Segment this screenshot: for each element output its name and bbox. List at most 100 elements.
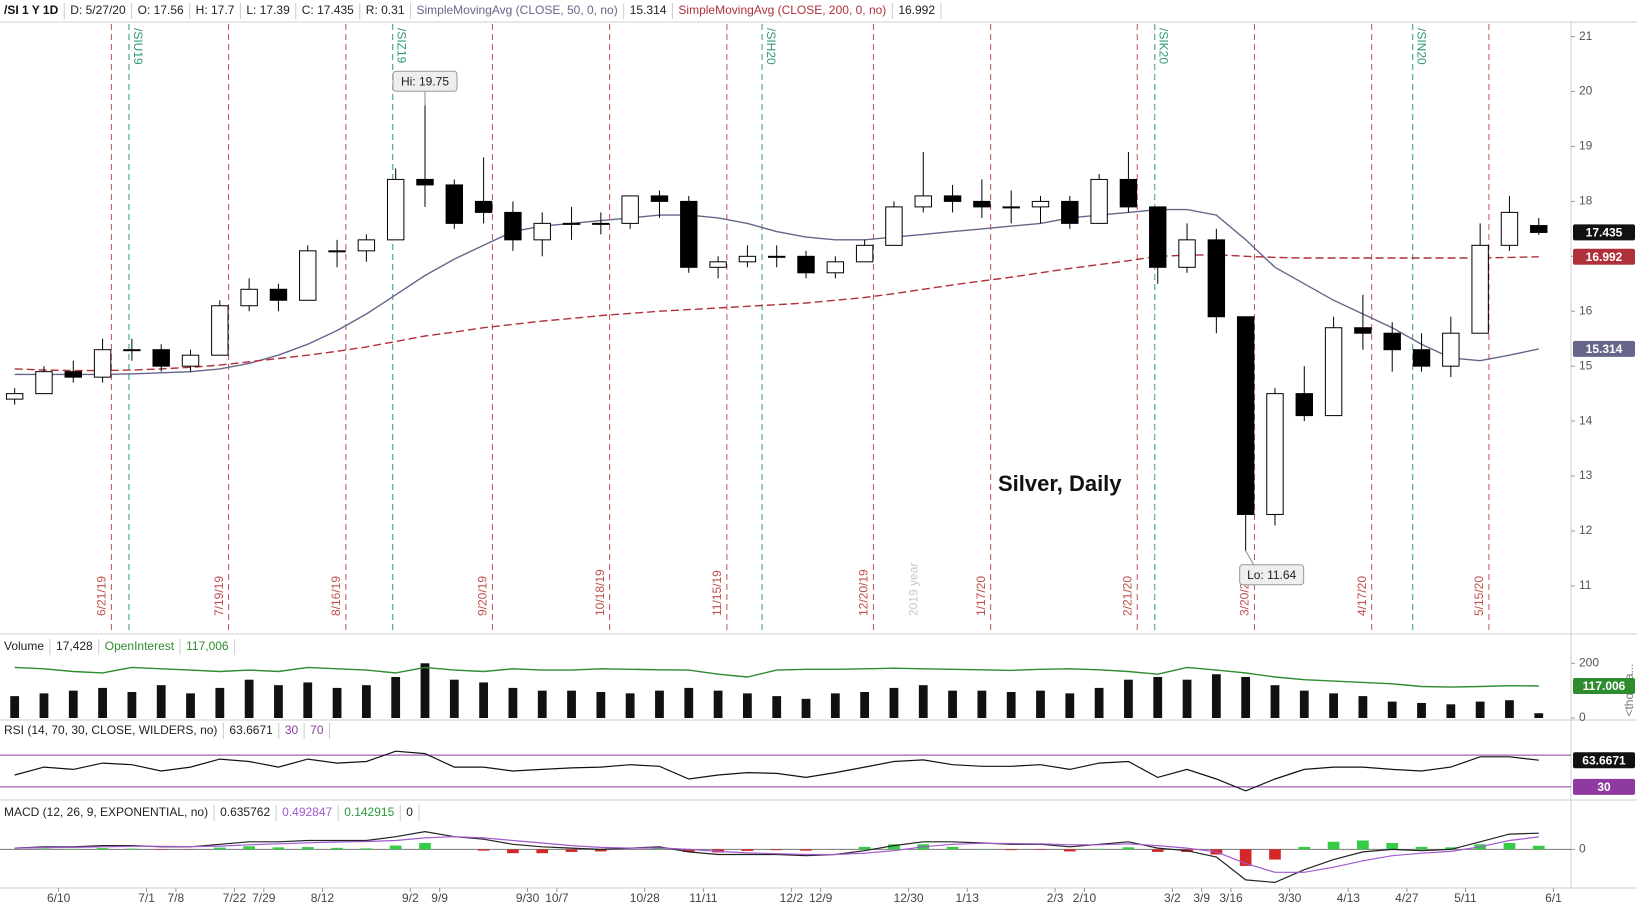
expiration-label: 11/15/19 — [710, 570, 724, 616]
rsi-line — [14, 750, 1539, 792]
value-tag — [1573, 752, 1635, 769]
candle-body — [1090, 178, 1108, 224]
histogram-bar — [96, 848, 109, 850]
candle-body — [1178, 239, 1196, 268]
header-text: 17,428 — [56, 639, 93, 653]
candle-body — [1061, 200, 1079, 224]
volume-bar — [1446, 704, 1456, 718]
candle-body — [1354, 327, 1372, 334]
candle-body — [768, 255, 786, 258]
open-interest-line — [14, 666, 1539, 688]
candle-body — [93, 349, 112, 378]
volume-bar — [1094, 687, 1104, 718]
volume-bar — [977, 690, 987, 718]
volume-bar — [449, 679, 459, 718]
histogram-bar — [1122, 847, 1135, 850]
candle-body — [299, 250, 317, 301]
x-tick-label: 7/22 — [223, 891, 247, 905]
header-text: /SI 1 Y 1D — [4, 3, 59, 17]
candle-body — [1031, 200, 1050, 208]
y-tick-label: 13 — [1579, 468, 1593, 482]
contract-label: /SIN20 — [1415, 28, 1429, 65]
low-annotation: Lo: 11.64 — [1247, 568, 1296, 582]
candle-body — [1149, 206, 1167, 268]
histogram-bar — [946, 846, 959, 850]
candle-body — [240, 288, 258, 307]
header-text: SimpleMovingAvg (CLOSE, 200, 0, no) — [678, 3, 886, 17]
value-tag — [1573, 224, 1635, 241]
histogram-bar — [389, 845, 402, 850]
candle-body — [943, 195, 962, 202]
x-tick-label: 2/3 — [1047, 891, 1064, 905]
header-text: 117,006 — [186, 639, 229, 653]
histogram-bar — [213, 847, 226, 850]
candle-body — [269, 288, 288, 301]
candle-body — [1236, 316, 1255, 515]
volume-bar — [1475, 701, 1485, 718]
value-tag-text: 117.006 — [1583, 679, 1626, 693]
y-tick-label: 20 — [1579, 84, 1593, 98]
x-tick-label: 11/11 — [689, 891, 718, 905]
histogram-bar — [126, 848, 138, 850]
header-text: 16.992 — [898, 3, 935, 17]
histogram-bar — [1415, 846, 1428, 850]
contract-label: /SIU19 — [131, 28, 145, 65]
candle-body — [1442, 332, 1460, 367]
moving-average — [14, 253, 1539, 372]
value-tag — [1573, 778, 1635, 795]
histogram-bar — [536, 849, 549, 854]
x-tick-label: 3/16 — [1219, 891, 1243, 905]
candle-body — [533, 222, 551, 241]
header-text: Volume — [4, 639, 44, 653]
volume-bar — [244, 679, 254, 718]
candle-body — [64, 371, 82, 378]
volume-bar — [830, 693, 840, 718]
x-tick-label: 9/9 — [431, 891, 448, 905]
volume-bar — [391, 676, 401, 718]
histogram-bar — [360, 848, 373, 850]
histogram-bar — [1386, 843, 1399, 850]
candle-body — [5, 393, 24, 400]
x-tick-label: 4/27 — [1395, 891, 1419, 905]
histogram-bar — [653, 848, 666, 850]
chart-annotation: Silver, Daily — [998, 471, 1122, 496]
candle-body — [914, 195, 932, 208]
histogram-bar — [477, 849, 490, 851]
volume-bar — [303, 682, 313, 718]
value-tag-text: 15.314 — [1586, 342, 1623, 356]
volume-bar — [1299, 690, 1309, 718]
volume-bar — [479, 682, 489, 718]
volume-bar — [68, 690, 78, 718]
volume-bar — [1270, 685, 1280, 718]
histogram-bar — [858, 846, 871, 850]
volume-bar — [918, 685, 928, 718]
header-text: 30 — [285, 723, 299, 737]
volume-bar — [772, 696, 782, 718]
histogram-bar — [565, 849, 578, 852]
volume-bar — [684, 687, 694, 718]
volume-bar — [537, 690, 547, 718]
candle-body — [181, 354, 200, 367]
y-tick-label: 18 — [1579, 194, 1593, 208]
histogram-bar — [1239, 849, 1252, 866]
volume-bar — [1065, 693, 1075, 718]
histogram-bar — [1063, 849, 1076, 852]
y-tick-label: 11 — [1579, 578, 1592, 592]
x-tick-label: 1/13 — [956, 891, 980, 905]
volume-bar — [1505, 700, 1514, 718]
volume-bar — [889, 687, 899, 718]
candle-body — [1412, 349, 1431, 367]
x-tick-label: 5/11 — [1454, 891, 1477, 905]
histogram-bar — [1298, 846, 1311, 850]
candle-body — [1295, 393, 1313, 417]
x-tick-label: 7/1 — [138, 891, 155, 905]
histogram-bar — [594, 849, 607, 852]
histogram-bar — [1503, 843, 1516, 850]
expiration-label: 12/20/19 — [857, 569, 871, 616]
header-text: C: 17.435 — [302, 3, 354, 17]
header-text: 63.6671 — [229, 723, 273, 737]
header-text: D: 5/27/20 — [70, 3, 126, 17]
volume-bar — [10, 696, 20, 718]
histogram-bar — [800, 849, 812, 851]
volume-bar — [98, 687, 107, 718]
